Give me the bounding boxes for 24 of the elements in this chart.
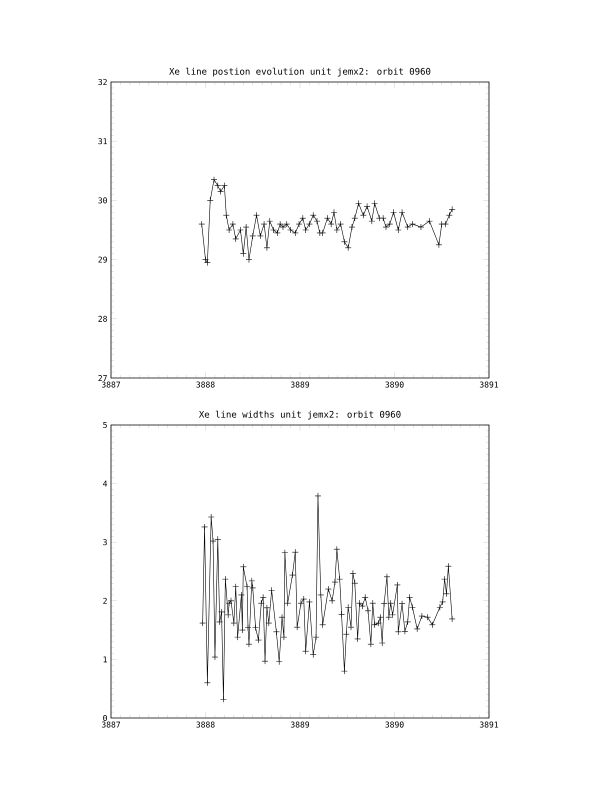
y-tick-label: 29	[98, 256, 107, 263]
y-tick-label: 1	[104, 656, 107, 662]
x-tick-label: 3889	[290, 722, 310, 728]
y-tick-label: 3	[103, 539, 107, 546]
x-tick-label: 3889	[290, 382, 310, 388]
chart-title: Xe line widths unit jemx2: orbit 0960	[198, 410, 401, 420]
chart-title: Xe line postion evolution unit jemx2: orbit 0960	[169, 68, 430, 76]
y-tick-label: 27	[98, 375, 107, 381]
y-tick-label: 32	[98, 78, 107, 86]
x-tick-label: 3891	[480, 722, 498, 728]
y-tick-label: 4	[103, 480, 108, 487]
y-tick-label: 28	[98, 316, 107, 322]
y-tick-label: 31	[98, 138, 107, 144]
x-tick-label: 3890	[385, 722, 404, 728]
x-tick-label: 3887	[102, 382, 120, 388]
y-tick-label: 0	[103, 714, 107, 722]
x-tick-label: 3890	[385, 382, 404, 388]
y-tick-label: 2	[103, 598, 107, 604]
x-tick-label: 3888	[196, 382, 215, 388]
x-tick-label: 3887	[102, 722, 120, 728]
x-tick-label: 3888	[196, 722, 215, 728]
y-tick-label: 5	[103, 422, 107, 428]
x-tick-label: 3891	[480, 382, 498, 388]
y-tick-label: 30	[98, 197, 107, 204]
